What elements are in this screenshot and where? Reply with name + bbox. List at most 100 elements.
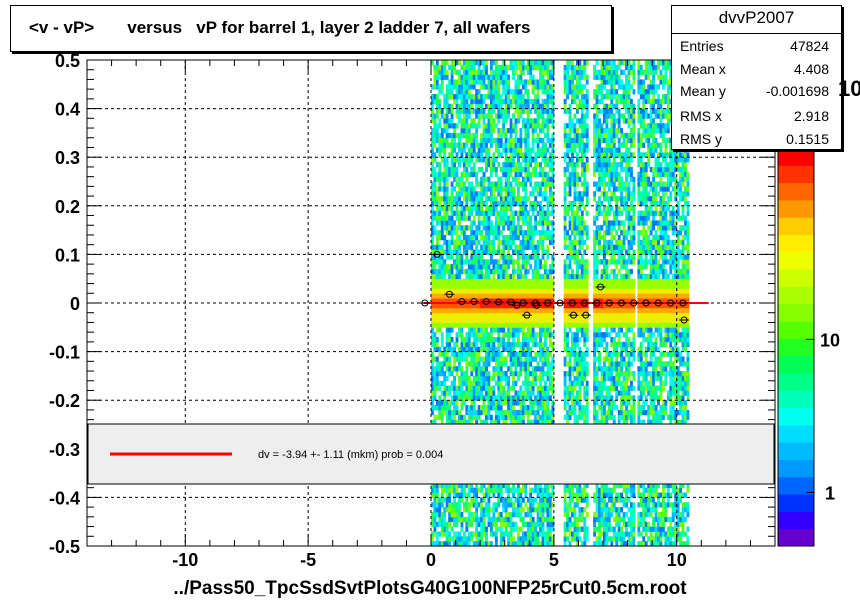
heatmap-cell: [475, 113, 479, 119]
heatmap-cell: [519, 225, 523, 231]
heatmap-cell: [571, 64, 574, 71]
heatmap-cell: [575, 230, 579, 236]
heatmap-cell: [504, 113, 508, 119]
heatmap-cell: [583, 327, 587, 333]
heatmap-cell: [521, 200, 525, 207]
heatmap-cell: [455, 84, 459, 90]
heatmap-cell: [573, 492, 577, 498]
heatmap-cell: [472, 191, 476, 197]
heatmap-cell: [517, 419, 520, 425]
heatmap-cell: [492, 264, 496, 270]
heatmap-cell: [512, 400, 515, 406]
heatmap-cell: [433, 312, 437, 318]
heatmap-cell: [502, 264, 506, 270]
heatmap-cell: [435, 405, 439, 411]
heatmap-cell: [571, 293, 574, 299]
heatmap-cell: [578, 191, 582, 197]
heatmap-cell: [578, 234, 582, 241]
heatmap-cell: [548, 341, 552, 348]
heatmap-cell: [512, 239, 515, 246]
heatmap-cell: [492, 371, 496, 377]
heatmap-cell: [455, 215, 459, 221]
heatmap-cell: [482, 395, 486, 401]
heatmap-cell: [534, 288, 538, 294]
heatmap-cell: [445, 502, 449, 508]
heatmap-cell: [546, 385, 550, 391]
heatmap-cell: [551, 60, 555, 66]
heatmap-cell: [544, 337, 547, 343]
heatmap-cell: [541, 390, 545, 396]
heatmap-cell: [568, 283, 572, 289]
heatmap-cell: [492, 181, 496, 187]
heatmap-cell: [578, 487, 582, 493]
heatmap-cell: [497, 414, 501, 421]
heatmap-cell: [453, 380, 456, 387]
heatmap-cell: [482, 94, 486, 100]
heatmap-cell: [494, 205, 498, 212]
heatmap-cell: [453, 162, 456, 168]
heatmap-cell: [450, 507, 454, 513]
heatmap-cell: [492, 366, 496, 372]
heatmap-cell: [519, 419, 523, 425]
heatmap-cell: [529, 152, 533, 158]
heatmap-cell: [480, 103, 483, 109]
heatmap-cell: [548, 69, 552, 75]
heatmap-cell: [440, 371, 444, 377]
heatmap-cell: [453, 307, 456, 314]
heatmap-cell: [536, 482, 540, 489]
heatmap-cell: [524, 147, 528, 153]
heatmap-cell: [526, 332, 530, 338]
heatmap-cell: [571, 405, 574, 411]
heatmap-cell: [575, 215, 579, 221]
heatmap-cell: [566, 351, 569, 357]
heatmap-cell: [504, 346, 508, 352]
heatmap-cell: [578, 312, 582, 318]
heatmap-cell: [485, 390, 488, 396]
heatmap-cell: [585, 400, 589, 406]
heatmap-cell: [470, 103, 474, 109]
heatmap-cell: [453, 283, 456, 289]
heatmap-cell: [568, 521, 572, 527]
heatmap-cell: [435, 322, 439, 328]
heatmap-cell: [531, 283, 535, 289]
heatmap-cell: [485, 94, 488, 100]
heatmap-cell: [573, 307, 577, 314]
heatmap-cell: [578, 317, 582, 323]
heatmap-cell: [443, 157, 447, 163]
heatmap-cell: [568, 157, 572, 163]
heatmap-cell: [470, 268, 474, 275]
heatmap-cell: [524, 103, 528, 109]
heatmap-cell: [460, 346, 464, 352]
heatmap-cell: [470, 307, 474, 314]
heatmap-cell: [529, 487, 533, 493]
heatmap-cell: [539, 390, 542, 396]
heatmap-cell: [448, 278, 452, 284]
heatmap-cell: [460, 356, 464, 362]
heatmap-cell: [507, 283, 511, 289]
heatmap-cell: [595, 385, 599, 391]
heatmap-cell: [433, 171, 437, 178]
heatmap-cell: [578, 118, 582, 124]
heatmap-cell: [489, 317, 493, 323]
heatmap-cell: [482, 337, 486, 343]
heatmap-cell: [524, 254, 528, 260]
heatmap-cell: [551, 176, 555, 182]
heatmap-cell: [492, 351, 496, 357]
heatmap-cell: [563, 312, 567, 318]
heatmap-cell: [472, 390, 476, 396]
heatmap-cell: [551, 171, 555, 178]
heatmap-cell: [583, 317, 587, 323]
heatmap-cell: [470, 356, 474, 362]
heatmap-cell: [489, 337, 493, 343]
heatmap-cell: [566, 94, 569, 100]
heatmap-cell: [462, 268, 466, 275]
heatmap-cell: [585, 307, 589, 314]
heatmap-cell: [465, 234, 469, 241]
heatmap-cell: [485, 69, 488, 75]
heatmap-cell: [448, 536, 452, 542]
heatmap-cell: [435, 531, 439, 537]
heatmap-cell: [539, 288, 542, 294]
heatmap-cell: [477, 152, 481, 158]
heatmap-cell: [435, 132, 439, 139]
heatmap-cell: [575, 283, 579, 289]
